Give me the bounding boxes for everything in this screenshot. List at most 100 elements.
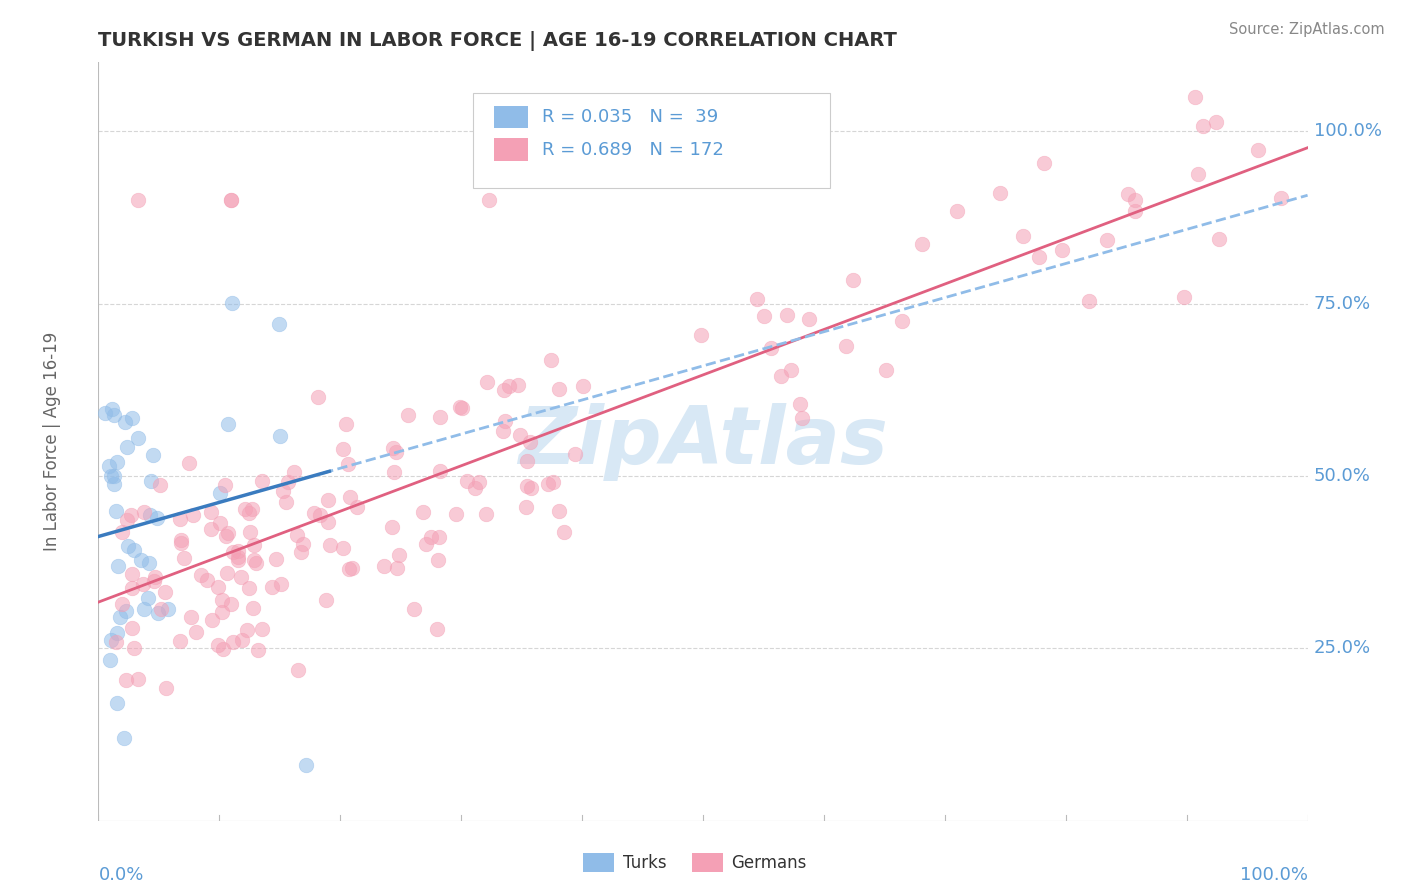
Text: R = 0.035   N =  39: R = 0.035 N = 39	[543, 108, 718, 126]
Point	[1184, 90, 1206, 104]
FancyBboxPatch shape	[474, 93, 830, 187]
Point	[474, 507, 496, 521]
Point	[271, 484, 294, 499]
Point	[115, 440, 138, 454]
Point	[761, 341, 783, 355]
Point	[107, 625, 129, 640]
Point	[385, 561, 408, 575]
Point	[429, 410, 451, 425]
Point	[173, 551, 195, 566]
Point	[142, 448, 165, 462]
Point	[266, 552, 288, 566]
Point	[269, 318, 291, 332]
Point	[226, 553, 249, 567]
Point	[103, 408, 125, 422]
Point	[215, 529, 238, 543]
Point	[548, 382, 571, 396]
Point	[122, 641, 145, 656]
Point	[464, 481, 486, 495]
Point	[121, 581, 143, 595]
Point	[1125, 203, 1147, 218]
Point	[139, 508, 162, 523]
Point	[316, 515, 339, 529]
Point	[1050, 244, 1073, 258]
Point	[283, 465, 305, 479]
Point	[145, 570, 167, 584]
Point	[238, 581, 260, 595]
Point	[222, 545, 245, 559]
Point	[115, 673, 138, 687]
Point	[200, 522, 222, 536]
Point	[104, 635, 127, 649]
Point	[315, 593, 337, 607]
Point	[295, 758, 318, 772]
Point	[124, 542, 146, 557]
Point	[107, 455, 129, 469]
Point	[478, 194, 501, 208]
Point	[307, 390, 329, 404]
Point	[519, 434, 541, 449]
Text: 100.0%: 100.0%	[1240, 866, 1308, 884]
Point	[382, 465, 405, 479]
Point	[841, 273, 863, 287]
Point	[456, 474, 478, 488]
Point	[228, 550, 250, 565]
Point	[184, 625, 207, 640]
Point	[1173, 290, 1195, 304]
Point	[270, 577, 292, 591]
Point	[114, 415, 136, 429]
Point	[214, 477, 236, 491]
Point	[243, 553, 266, 567]
Point	[209, 516, 232, 531]
Point	[385, 445, 408, 459]
Point	[114, 731, 136, 745]
Point	[250, 622, 273, 636]
Point	[475, 375, 498, 389]
Point	[226, 543, 249, 558]
Point	[780, 363, 803, 377]
Point	[100, 468, 122, 483]
Point	[492, 425, 515, 439]
Point	[274, 494, 297, 508]
Point	[153, 584, 176, 599]
Point	[200, 505, 222, 519]
Point	[875, 363, 897, 377]
Point	[690, 328, 713, 343]
Point	[1012, 229, 1035, 244]
Point	[285, 528, 308, 542]
Point	[290, 545, 312, 559]
Point	[121, 410, 143, 425]
Point	[180, 610, 202, 624]
Point	[120, 508, 142, 522]
Point	[426, 552, 449, 566]
Text: ZipAtlas: ZipAtlas	[517, 402, 889, 481]
Point	[231, 633, 253, 648]
Point	[494, 383, 516, 397]
Point	[543, 475, 565, 490]
Point	[339, 490, 361, 504]
Point	[219, 598, 242, 612]
Point	[245, 557, 267, 571]
Point	[145, 511, 167, 525]
Point	[269, 429, 291, 443]
Point	[373, 558, 395, 573]
Point	[242, 601, 264, 615]
Point	[427, 530, 450, 544]
Point	[177, 456, 200, 470]
Point	[402, 602, 425, 616]
Point	[415, 537, 437, 551]
Point	[450, 401, 472, 415]
Point	[115, 513, 138, 527]
Point	[155, 681, 177, 695]
Point	[98, 653, 121, 667]
Point	[233, 502, 256, 516]
Point	[790, 410, 813, 425]
Point	[506, 377, 529, 392]
Point	[108, 610, 131, 624]
Point	[1208, 232, 1230, 246]
Point	[536, 476, 558, 491]
Point	[776, 308, 799, 322]
Point	[107, 559, 129, 574]
Point	[1192, 119, 1215, 133]
Text: 50.0%: 50.0%	[1313, 467, 1371, 485]
